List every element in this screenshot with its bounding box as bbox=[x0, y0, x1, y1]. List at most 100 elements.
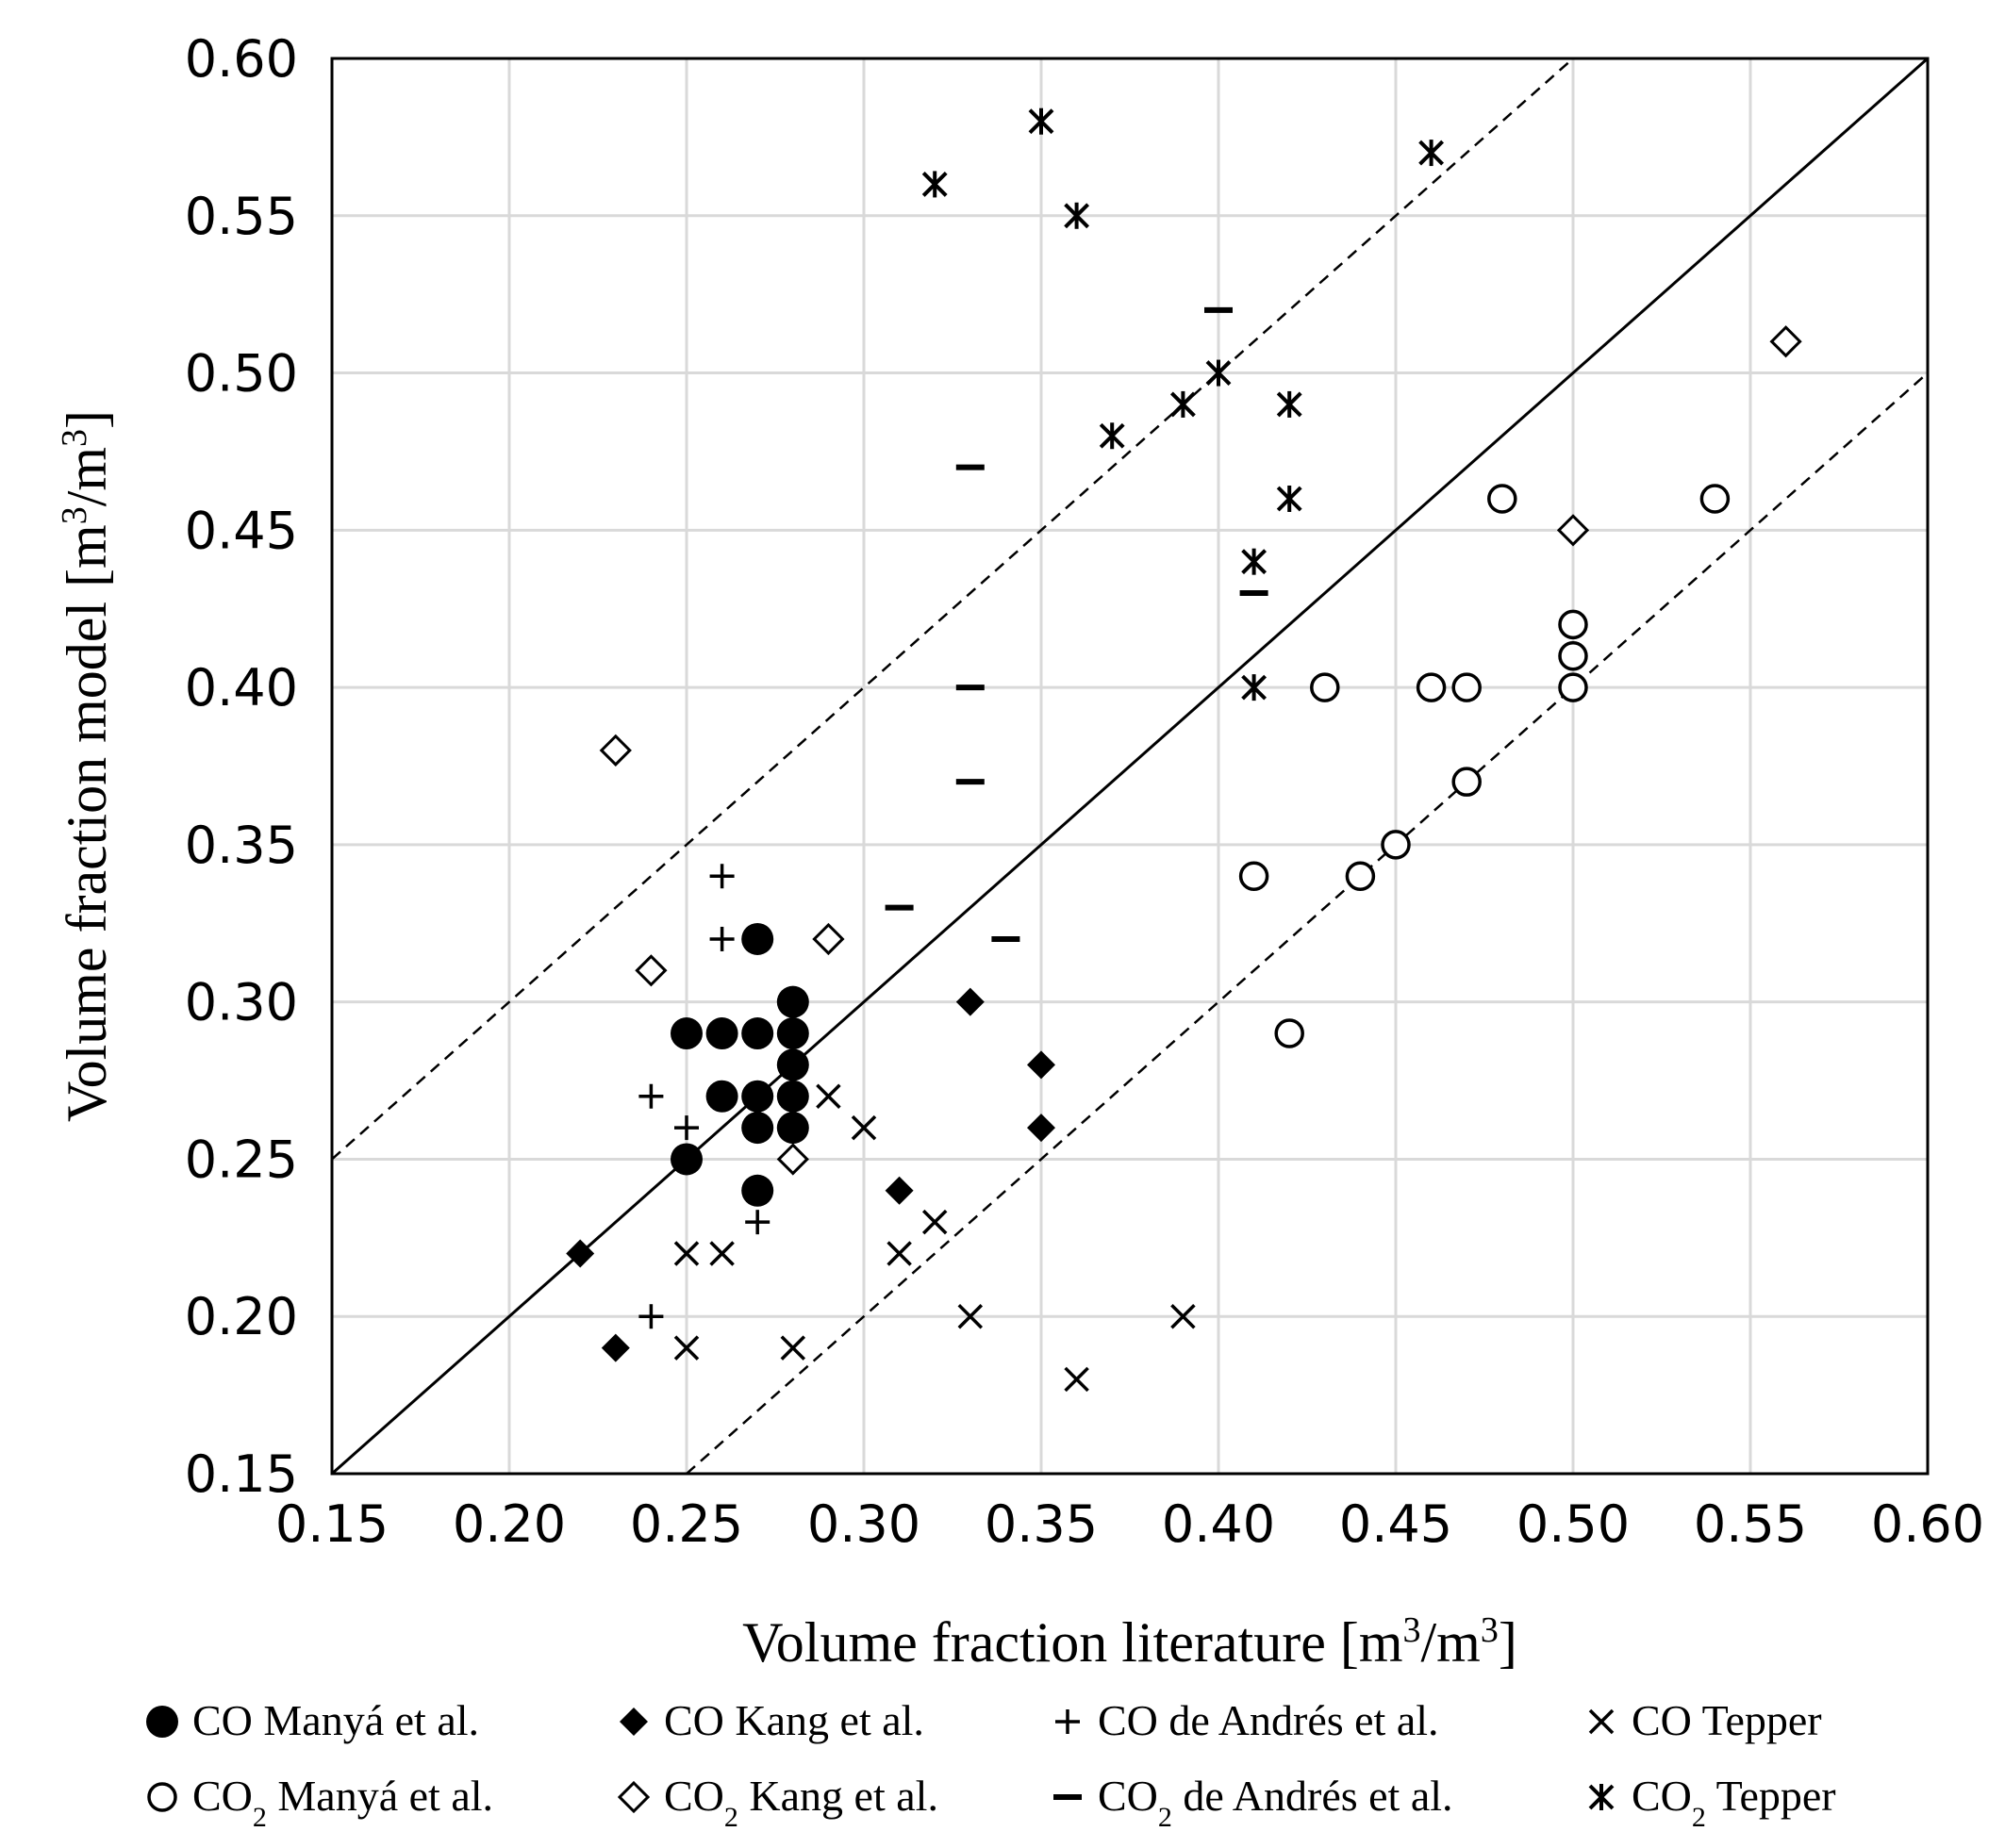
marker-shape bbox=[671, 1017, 703, 1050]
data-point bbox=[1169, 390, 1196, 418]
marker-shape bbox=[617, 1780, 651, 1814]
series-6 bbox=[673, 1083, 1196, 1393]
data-point bbox=[1241, 674, 1268, 701]
y-tick-label: 0.30 bbox=[185, 973, 298, 1032]
data-points bbox=[566, 107, 1802, 1393]
marker-shape bbox=[1451, 672, 1482, 702]
marker-shape bbox=[599, 734, 632, 767]
legend-item: CO Tepper bbox=[1588, 1696, 1822, 1744]
data-point bbox=[673, 1335, 700, 1361]
legend-item: CO2 Tepper bbox=[1588, 1772, 1836, 1833]
legend: CO Manyá et al. CO Kang et al. CO de André… bbox=[146, 1696, 1836, 1833]
data-point bbox=[709, 926, 735, 951]
data-point bbox=[1558, 609, 1588, 640]
data-point bbox=[741, 1174, 774, 1207]
marker-shape bbox=[741, 1017, 774, 1050]
marker-shape bbox=[635, 954, 668, 987]
parity-line bbox=[331, 57, 1929, 1476]
series-2 bbox=[566, 987, 1055, 1362]
marker-stroke bbox=[957, 1303, 984, 1329]
x-tick-label: 0.60 bbox=[1871, 1494, 1984, 1554]
data-point bbox=[566, 1239, 595, 1268]
marker-shape bbox=[1238, 861, 1269, 891]
data-point bbox=[638, 1083, 664, 1109]
x-axis-title: Volume fraction literature [m3/m3] bbox=[742, 1610, 1517, 1674]
y-tick-label: 0.15 bbox=[185, 1444, 298, 1504]
marker-stroke bbox=[921, 1209, 948, 1235]
data-point bbox=[599, 734, 632, 767]
data-point bbox=[601, 1333, 630, 1362]
legend-item: CO Kang et al. bbox=[620, 1696, 924, 1744]
marker-shape bbox=[566, 1239, 595, 1268]
series-4 bbox=[638, 864, 771, 1329]
y-axis-title: Volume fraction model [m3/m3] bbox=[55, 410, 118, 1122]
marker-shape bbox=[1027, 1050, 1055, 1080]
series-7 bbox=[921, 107, 1445, 701]
marker-shape bbox=[671, 1143, 703, 1176]
marker-shape bbox=[776, 1080, 809, 1113]
data-point bbox=[812, 922, 845, 956]
data-point bbox=[1170, 1303, 1196, 1329]
marker-shape bbox=[1558, 672, 1588, 702]
data-point bbox=[1027, 1050, 1055, 1080]
data-point bbox=[1027, 1114, 1055, 1143]
x-tick-label: 0.35 bbox=[985, 1494, 1098, 1554]
data-point bbox=[705, 1080, 738, 1113]
data-point bbox=[887, 1241, 912, 1266]
marker-shape bbox=[1381, 830, 1411, 860]
data-point bbox=[1487, 484, 1517, 514]
plot-area-frame bbox=[330, 57, 1930, 1476]
reference-lines bbox=[331, 57, 1929, 1476]
legend-marker bbox=[1588, 1784, 1615, 1810]
marker-shape bbox=[1487, 484, 1517, 514]
x-tick-label: 0.50 bbox=[1516, 1494, 1630, 1554]
y-tick-label: 0.40 bbox=[185, 658, 298, 718]
marker-stroke bbox=[673, 1335, 700, 1361]
data-point bbox=[1381, 830, 1411, 860]
marker-shape bbox=[776, 985, 809, 1018]
legend-marker bbox=[620, 1708, 648, 1736]
legend-item: CO de Andrés et al. bbox=[1055, 1696, 1439, 1744]
data-point bbox=[1276, 390, 1302, 418]
legend-marker bbox=[146, 1706, 178, 1738]
data-point bbox=[776, 985, 809, 1018]
marker-stroke bbox=[780, 1335, 806, 1361]
legend-label: CO Kang et al. bbox=[664, 1696, 924, 1744]
data-point bbox=[1274, 1018, 1304, 1048]
legend-item: CO2 Manyá et al. bbox=[147, 1772, 493, 1833]
data-point bbox=[674, 1115, 699, 1141]
data-point bbox=[1310, 672, 1340, 702]
marker-shape bbox=[776, 1112, 809, 1145]
marker-shape bbox=[705, 1080, 738, 1113]
marker-shape bbox=[776, 1017, 809, 1050]
data-point bbox=[955, 987, 985, 1016]
marker-shape bbox=[741, 922, 774, 955]
data-point bbox=[1556, 514, 1590, 547]
data-point bbox=[741, 1112, 774, 1145]
data-point bbox=[741, 922, 774, 955]
marker-shape bbox=[741, 1112, 774, 1145]
data-point bbox=[1099, 422, 1125, 450]
marker-shape bbox=[705, 1017, 738, 1050]
data-point bbox=[1451, 767, 1482, 797]
legend-item: CO2 de Andrés et al. bbox=[1053, 1772, 1453, 1833]
data-point bbox=[957, 1303, 984, 1329]
marker-stroke bbox=[1170, 1303, 1196, 1329]
series-0 bbox=[671, 922, 809, 1207]
legend-label: CO2 de Andrés et al. bbox=[1098, 1772, 1453, 1833]
data-point bbox=[1699, 484, 1731, 514]
legend-marker bbox=[1055, 1709, 1080, 1734]
data-point bbox=[705, 1017, 738, 1050]
y-tick-label: 0.25 bbox=[185, 1130, 298, 1189]
marker-shape bbox=[776, 1143, 809, 1176]
data-point bbox=[921, 171, 948, 198]
data-point bbox=[776, 1017, 809, 1050]
marker-stroke bbox=[1588, 1708, 1615, 1735]
x-tick-label: 0.15 bbox=[275, 1494, 389, 1554]
data-point bbox=[776, 1143, 809, 1176]
data-point bbox=[1205, 359, 1232, 387]
data-point bbox=[1028, 107, 1054, 135]
legend-label: CO2 Tepper bbox=[1632, 1772, 1836, 1833]
marker-stroke bbox=[1064, 1366, 1089, 1393]
